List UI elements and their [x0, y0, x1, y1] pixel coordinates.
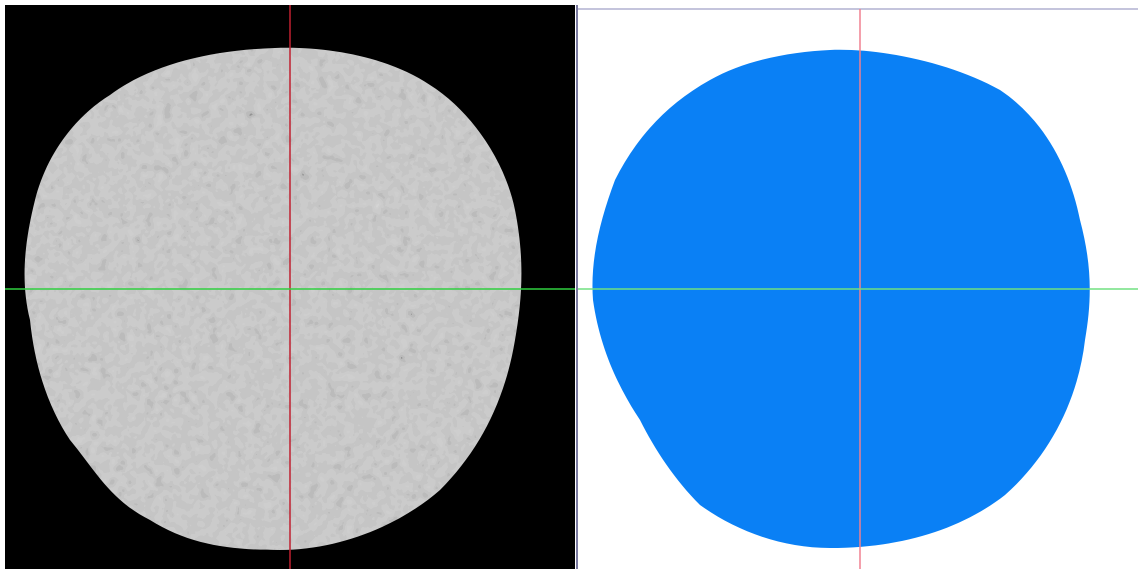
page: (() => { const data = JSON.parse(documen… [0, 0, 1138, 569]
viewer [0, 0, 1138, 569]
